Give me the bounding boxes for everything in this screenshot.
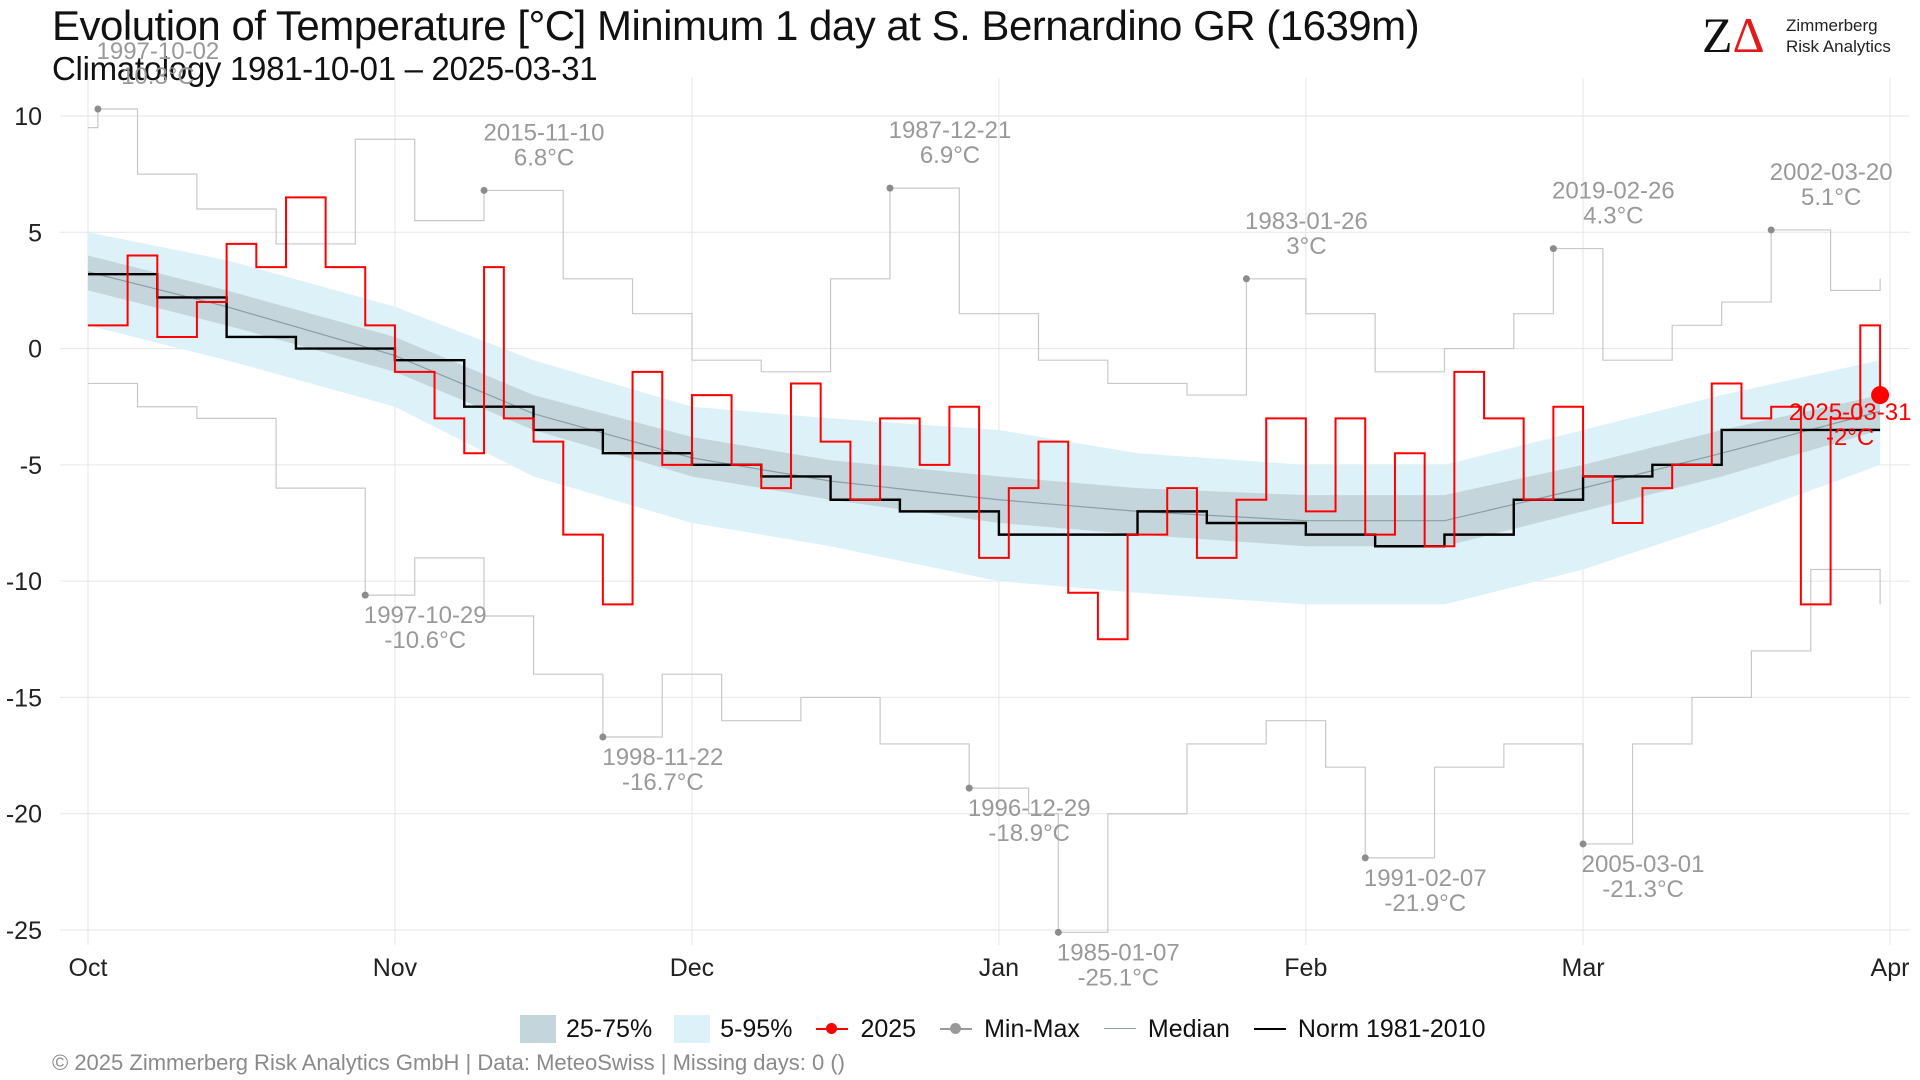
annotation-point <box>965 784 973 792</box>
series-max-line <box>88 108 1881 396</box>
legend-line-median <box>1103 1028 1136 1029</box>
annotation-value: -16.7°C <box>622 769 704 796</box>
series-min-line <box>88 382 1881 933</box>
annotation-value: 6.8°C <box>514 144 574 171</box>
annotation-date: 2015-11-10 <box>484 119 605 146</box>
annotation-date: 1997-10-02 <box>97 38 220 65</box>
brand-name: Zimmerberg Risk Analytics <box>1786 15 1891 57</box>
legend-item-median: Median <box>1102 1015 1230 1044</box>
annotation-point <box>1579 840 1587 848</box>
legend-key-median <box>1102 1015 1138 1043</box>
x-tick-label: Nov <box>373 954 418 982</box>
annotation-value: -18.9°C <box>988 820 1070 847</box>
x-tick-label: Oct <box>69 954 108 982</box>
annotation-point <box>361 591 369 599</box>
annotation-value: 6.9°C <box>920 142 980 169</box>
x-tick-label: Jan <box>979 954 1019 982</box>
annotation-point <box>599 733 607 741</box>
x-tick-label: Mar <box>1562 954 1605 982</box>
legend-swatch-iqr <box>520 1015 556 1043</box>
percentile-bands <box>88 232 1881 605</box>
annotation-point <box>480 186 488 194</box>
annotation-date: 2025-03-31 <box>1789 399 1912 426</box>
annotation-value: 4.3°C <box>1583 203 1643 230</box>
x-tick-label: Apr <box>1871 954 1910 982</box>
y-tick-label: 0 <box>28 336 42 364</box>
annotation-value: -25.1°C <box>1077 964 1159 991</box>
legend-label-p90: 5-95% <box>720 1014 793 1043</box>
footer-copyright: © 2025 Zimmerberg Risk Analytics GmbH | … <box>52 1050 845 1075</box>
annotation-date: 1987-12-21 <box>889 117 1012 144</box>
annotation-date: 2019-02-26 <box>1552 178 1675 205</box>
legend-item-norm: Norm 1981-2010 <box>1252 1015 1486 1044</box>
annotation-value: -21.3°C <box>1602 876 1684 903</box>
brand-name-line1: Zimmerberg <box>1786 16 1878 35</box>
annotation-point <box>1242 275 1250 283</box>
annotation-value: 10.3°C <box>121 63 195 90</box>
legend-dot-current <box>826 1023 838 1034</box>
band-25-75 <box>88 255 1881 547</box>
chart-subtitle: Climatology 1981-10-01 – 2025-03-31 <box>52 50 598 87</box>
annotation-date: 2002-03-20 <box>1770 159 1893 186</box>
legend-item-p90: 5-95% <box>674 1015 792 1044</box>
legend-key-norm <box>1252 1015 1288 1043</box>
annotation-date: 1991-02-07 <box>1364 865 1487 892</box>
annotation-date: 1997-10-29 <box>364 602 487 629</box>
chart-title: Evolution of Temperature [°C] Minimum 1 … <box>52 2 1420 49</box>
y-tick-label: 5 <box>28 219 42 247</box>
logo-mark: ZΔ <box>1702 10 1765 60</box>
x-tick-label: Feb <box>1284 954 1327 982</box>
logo-delta: Δ <box>1732 7 1765 63</box>
y-tick-label: -15 <box>6 684 42 712</box>
brand-name-line2: Risk Analytics <box>1786 37 1891 56</box>
y-tick-label: 10 <box>14 103 42 131</box>
annotation-point <box>886 184 894 192</box>
annotation-value: -2°C <box>1826 424 1874 451</box>
legend-label-norm: Norm 1981-2010 <box>1297 1014 1486 1043</box>
annotation-value: 3°C <box>1286 233 1326 260</box>
y-tick-label: -10 <box>6 568 42 596</box>
annotation-value: 5.1°C <box>1801 184 1861 211</box>
y-tick-label: -20 <box>6 801 42 829</box>
legend-item-minmax: Min-Max <box>938 1015 1080 1044</box>
annotation-date: 1983-01-26 <box>1245 208 1368 235</box>
legend-swatch-p90 <box>674 1015 711 1043</box>
annotation-point <box>1361 854 1369 862</box>
legend: 25-75% 5-95% 2025 Min-Max Median Norm 19… <box>520 1012 1508 1046</box>
annotation-date: 1998-11-22 <box>602 744 723 771</box>
legend-key-current <box>814 1015 850 1043</box>
series-lines <box>87 108 1882 933</box>
legend-dot-minmax <box>950 1023 962 1034</box>
x-tick-label: Dec <box>670 954 714 982</box>
logo-letter: Z <box>1702 7 1733 63</box>
annotation-point <box>1549 245 1557 253</box>
legend-label-minmax: Min-Max <box>984 1014 1080 1043</box>
annotation-point <box>94 105 102 113</box>
band-5-95 <box>88 232 1881 605</box>
annotation-point <box>1054 928 1062 936</box>
annotation-point <box>1871 386 1890 405</box>
series-2025-line <box>88 196 1882 641</box>
legend-label-current: 2025 <box>860 1014 917 1043</box>
annotation-value: -21.9°C <box>1384 890 1466 917</box>
legend-item-iqr: 25-75% <box>520 1015 652 1044</box>
annotation-value: -10.6°C <box>384 627 466 654</box>
legend-line-norm <box>1253 1028 1286 1030</box>
annotation-point <box>1767 226 1775 234</box>
annotation-date: 1985-01-07 <box>1057 939 1180 966</box>
legend-item-current: 2025 <box>814 1015 916 1044</box>
legend-key-minmax <box>938 1015 974 1043</box>
axis-labels: 10 5 0 -5 -10 -15 -20 -25 Oct Nov Dec Jan Feb Mar Apr <box>6 103 1910 982</box>
y-tick-label: -5 <box>20 452 42 480</box>
annotation-date: 2005-03-01 <box>1582 851 1705 878</box>
legend-label-iqr: 25-75% <box>566 1014 653 1043</box>
annotation-date: 1996-12-29 <box>968 795 1091 822</box>
y-tick-label: -25 <box>6 917 42 945</box>
legend-label-median: Median <box>1147 1014 1230 1043</box>
